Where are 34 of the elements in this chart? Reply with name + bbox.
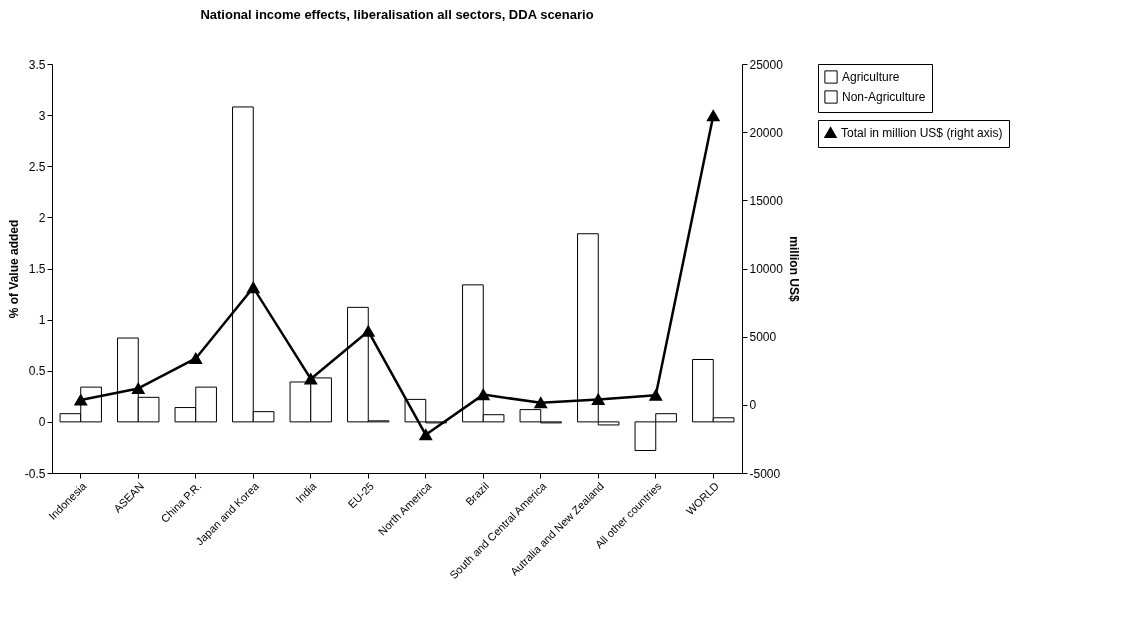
legend-label: Non-Agriculture [842,90,926,104]
point [74,394,87,406]
y-tick-label: 2 [38,210,46,225]
y2-axis-title: million US$ [786,236,801,302]
y2-tick-label: 5000 [749,330,777,345]
legend-label: Agriculture [842,70,900,84]
point [592,393,605,405]
y2-tick-label: -5000 [749,466,781,481]
y-tick-label: 3 [38,108,46,123]
y-tick-label: 0 [38,415,46,430]
y2-tick-label: 20000 [749,125,784,140]
point [419,429,432,441]
point [534,397,547,409]
y-axis-title: % of Value added [6,219,21,319]
y-tick-label: 3.5 [28,57,46,72]
y2-tick-label: 0 [749,398,757,413]
y-tick-label: 2.5 [28,159,46,174]
point [189,352,202,365]
point [477,389,490,401]
legend-label: Total in million US$ (right axis) [841,125,1003,140]
point [649,389,662,401]
point [132,382,145,395]
point [362,325,375,337]
point [304,373,317,385]
y2-tick-label: 15000 [749,193,784,208]
y-tick-label: 1.5 [28,262,46,276]
y-tick-label: 1 [38,313,46,328]
y-tick-label: -0.5 [24,466,46,481]
chart-title: National income effects, liberalisation all sectors, DDA scenario [200,7,594,22]
y2-tick-label: 25000 [749,57,784,72]
y2-tick-label: 10000 [749,262,784,276]
point [707,110,720,122]
y-tick-label: 0.5 [28,364,46,379]
point [247,282,260,294]
